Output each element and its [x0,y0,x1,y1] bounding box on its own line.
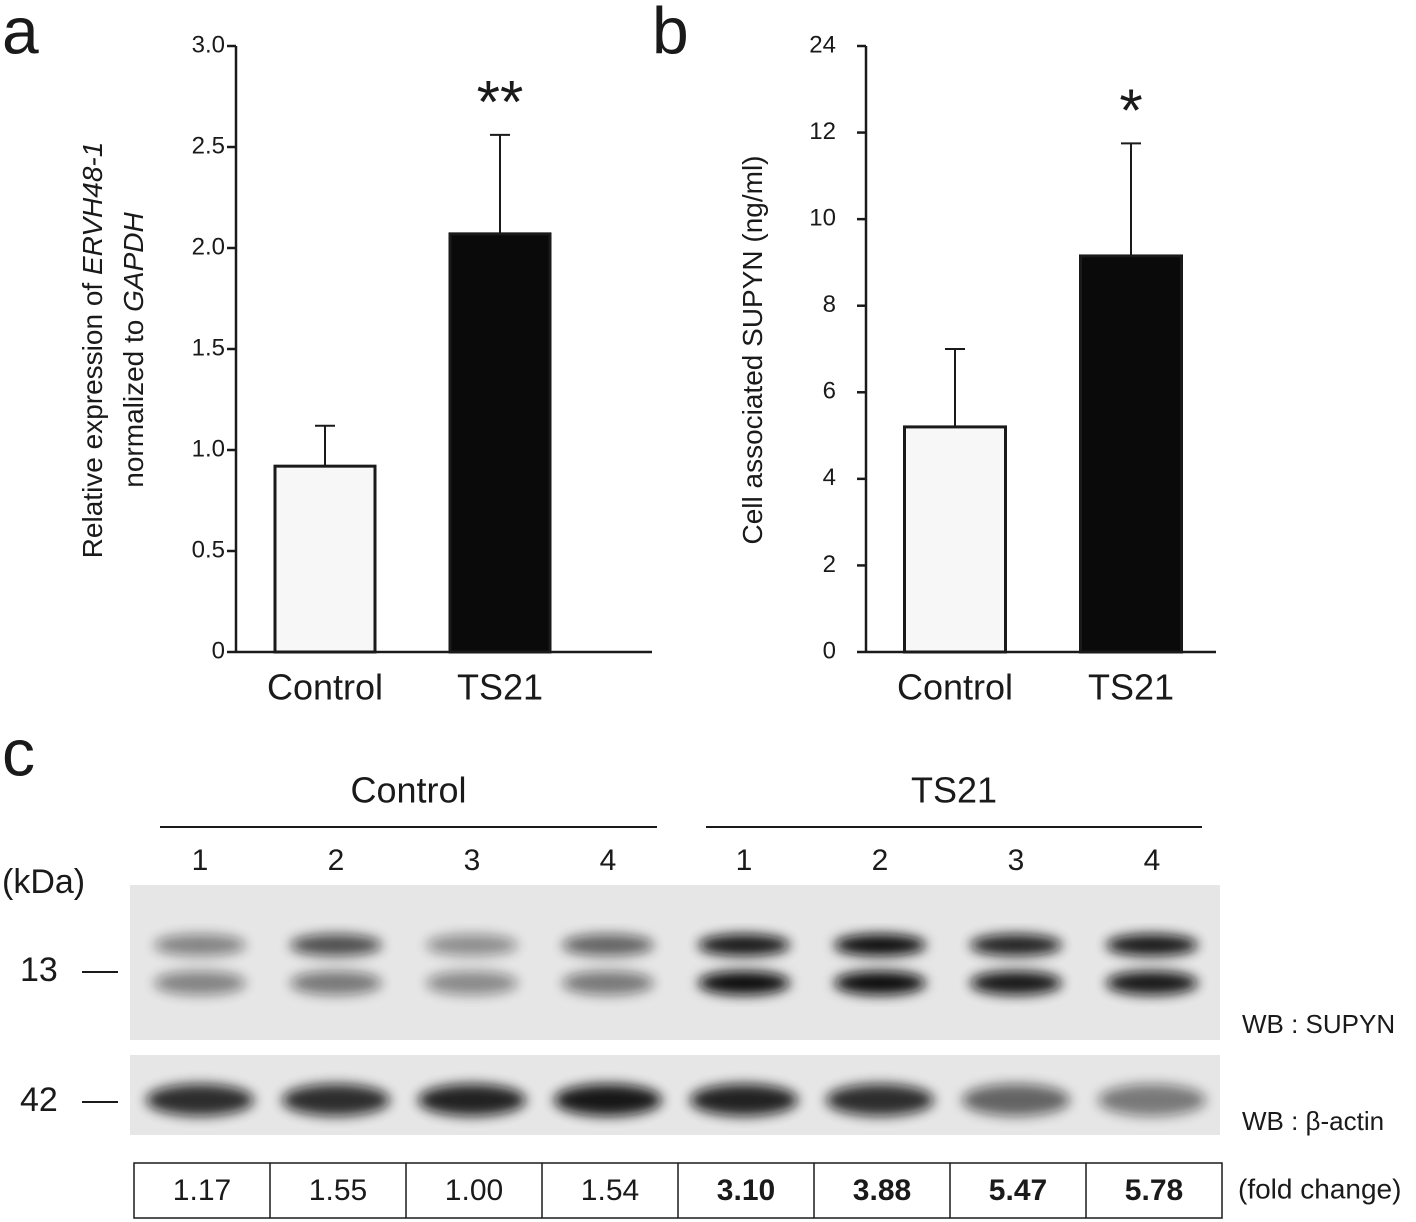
band [154,971,246,995]
y-tick-label: 1.5 [192,334,225,361]
band [970,934,1062,956]
fold-change-value: 5.47 [989,1174,1047,1207]
band [1106,934,1198,956]
lane-number: 2 [328,844,345,877]
x-tick-label: TS21 [1088,667,1174,708]
y-axis-label: normalized to GAPDH [118,212,149,488]
y-tick-label: 2.5 [192,132,225,159]
band [1106,971,1198,995]
band [834,934,926,956]
significance: ** [477,69,524,136]
bar [448,232,552,654]
y-axis-label-part: GAPDH [118,212,149,312]
y-tick-label: 10 [809,204,836,231]
band [154,934,246,956]
lane-number: 4 [1144,844,1161,877]
y-tick-label: 0.5 [192,536,225,563]
y-axis-label-part: Relative expression of [77,275,108,558]
fold-change-value: 5.78 [1125,1174,1183,1207]
lane-number: 1 [736,844,753,877]
fold-change-value: 3.88 [853,1174,911,1207]
lane-number: 2 [872,844,889,877]
fold-change-value: 3.10 [717,1174,775,1207]
band [970,971,1062,995]
kda-label: (kDa) [2,863,85,901]
y-tick-label: 1.0 [192,435,225,462]
band [562,934,654,956]
band [418,1084,526,1116]
band [826,1084,934,1116]
panel-letter: c [2,715,35,789]
x-tick-label: TS21 [457,667,543,708]
band [426,971,518,995]
band [834,971,926,995]
band [290,934,382,956]
group-label: TS21 [911,770,997,811]
y-tick-label: 0 [212,637,225,664]
y-tick-label: 24 [809,31,836,58]
panel-letter: a [2,0,39,67]
y-tick-label: 8 [823,291,836,318]
y-tick-label: 3.0 [192,31,225,58]
x-tick-label: Control [897,667,1013,708]
band [690,1084,798,1116]
band [554,1084,662,1116]
lane-number: 3 [1008,844,1025,877]
bar [273,464,377,654]
y-tick-label: 6 [823,378,836,405]
y-tick-label: 12 [809,118,836,145]
band [426,934,518,956]
marker-label: 42 [20,1081,58,1119]
lane-number: 4 [600,844,617,877]
lane-number: 3 [464,844,481,877]
y-axis-label: Relative expression of ERVH48-1 [77,142,108,559]
group-label: Control [350,770,466,811]
fold-change-value: 1.55 [309,1174,367,1207]
bar [1079,254,1183,654]
band [282,1084,390,1116]
marker-label: 13 [20,951,58,989]
y-axis-label-part: Cell associated SUPYN (ng/ml) [737,155,768,544]
y-axis-label: Cell associated SUPYN (ng/ml) [737,155,768,544]
blot-label: WB : SUPYN [1242,1009,1395,1039]
y-tick-label: 2.0 [192,233,225,260]
band [962,1084,1070,1116]
x-tick-label: Control [267,667,383,708]
band [146,1084,254,1116]
fold-change-value: 1.54 [581,1174,639,1207]
y-tick-label: 2 [823,551,836,578]
fold-change-value: 1.00 [445,1174,503,1207]
significance: * [1119,77,1142,144]
band [698,971,790,995]
fold-change-label: (fold change) [1238,1173,1401,1204]
band [562,971,654,995]
band [698,934,790,956]
blot-label: WB : β-actin [1242,1106,1384,1136]
blot-image [130,885,1220,1040]
y-tick-label: 4 [823,464,836,491]
panel-letter: b [652,0,689,67]
fold-change-value: 1.17 [173,1174,231,1207]
band [290,971,382,995]
y-axis-label-part: normalized to [118,312,149,488]
y-axis-label-part: ERVH48-1 [77,142,108,275]
band [1098,1084,1206,1116]
lane-number: 1 [192,844,209,877]
y-tick-label: 0 [823,637,836,664]
bar [903,425,1007,654]
